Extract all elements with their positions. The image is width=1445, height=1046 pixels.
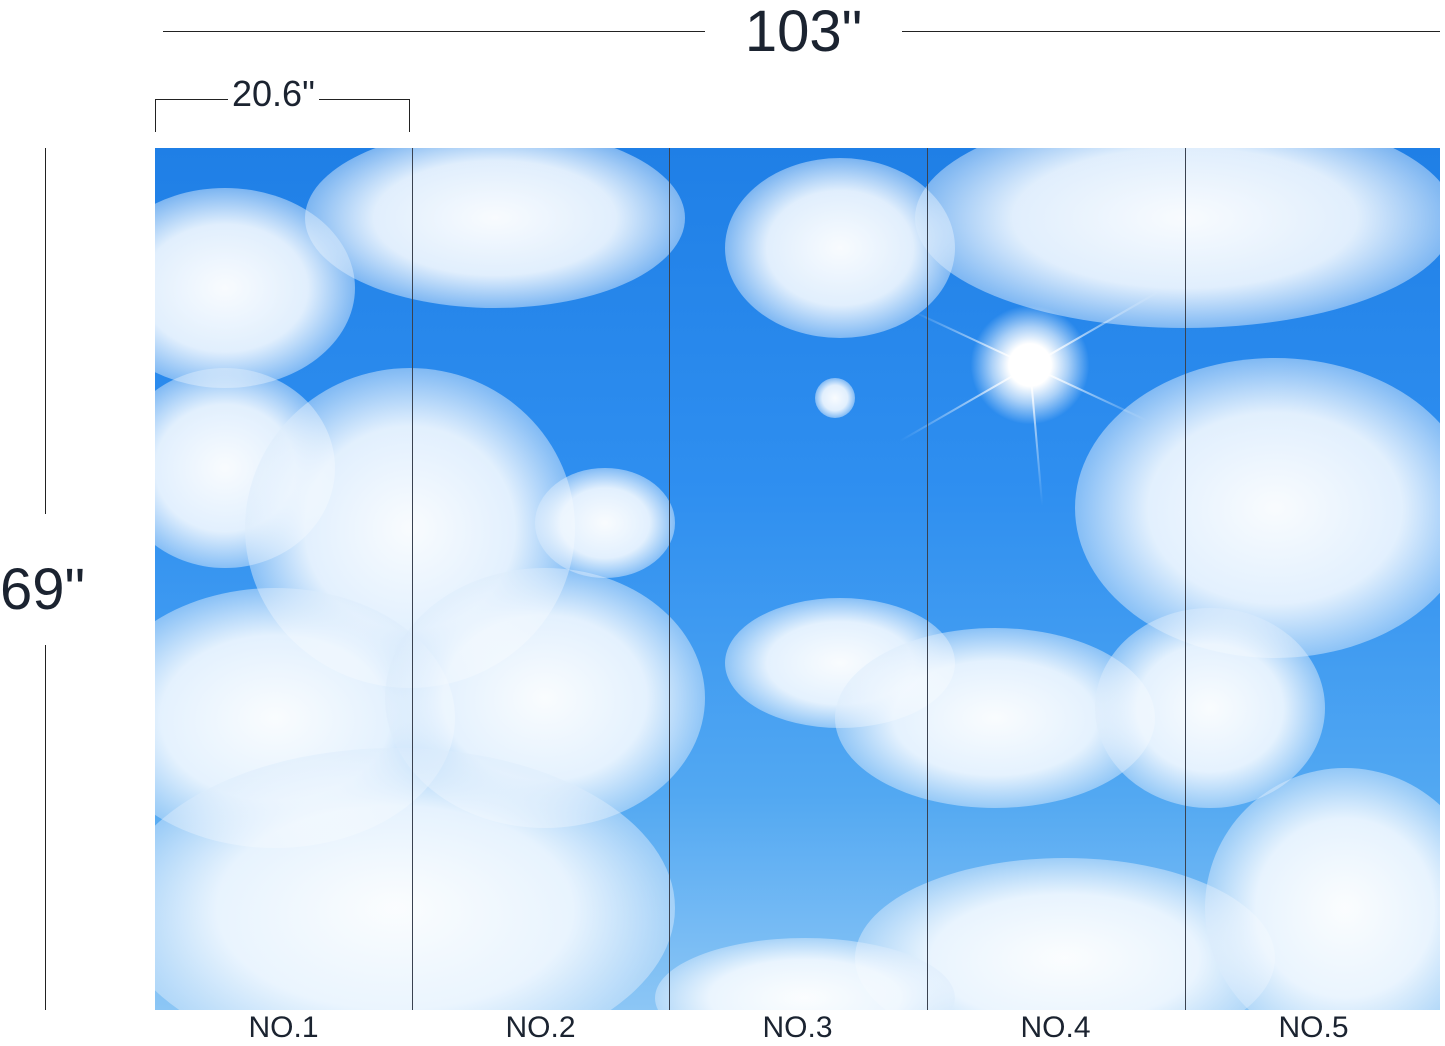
total-width-label: 103"	[744, 0, 863, 64]
panel-width-label: 20.6"	[228, 74, 319, 114]
height-label: 69"	[0, 557, 86, 622]
cloud	[305, 148, 685, 308]
panel-bracket-right	[409, 99, 410, 132]
panel-divider	[412, 148, 413, 1010]
panel-label-3: NO.3	[762, 1011, 833, 1044]
cloud	[155, 188, 355, 388]
panel-divider	[1185, 148, 1186, 1010]
cloud	[535, 468, 675, 578]
cloud	[1075, 358, 1440, 658]
panel-label-5: NO.5	[1278, 1011, 1349, 1044]
panel-label-2: NO.2	[505, 1011, 576, 1044]
panel-label-4: NO.4	[1020, 1011, 1091, 1044]
panel-divider	[669, 148, 670, 1010]
panel-label-1: NO.1	[248, 1011, 319, 1044]
cloud	[815, 378, 855, 418]
height-dimension-line-top	[45, 148, 46, 514]
cloud	[1095, 608, 1325, 808]
panel-bracket-left	[155, 99, 156, 132]
width-dimension-line-right	[902, 31, 1440, 32]
cloud	[915, 148, 1440, 328]
cloud	[155, 748, 675, 1010]
height-dimension-line-bottom	[45, 645, 46, 1010]
width-dimension-line-left	[163, 31, 705, 32]
cloud	[725, 158, 955, 338]
sky-mural-image	[155, 148, 1440, 1010]
panel-divider	[927, 148, 928, 1010]
